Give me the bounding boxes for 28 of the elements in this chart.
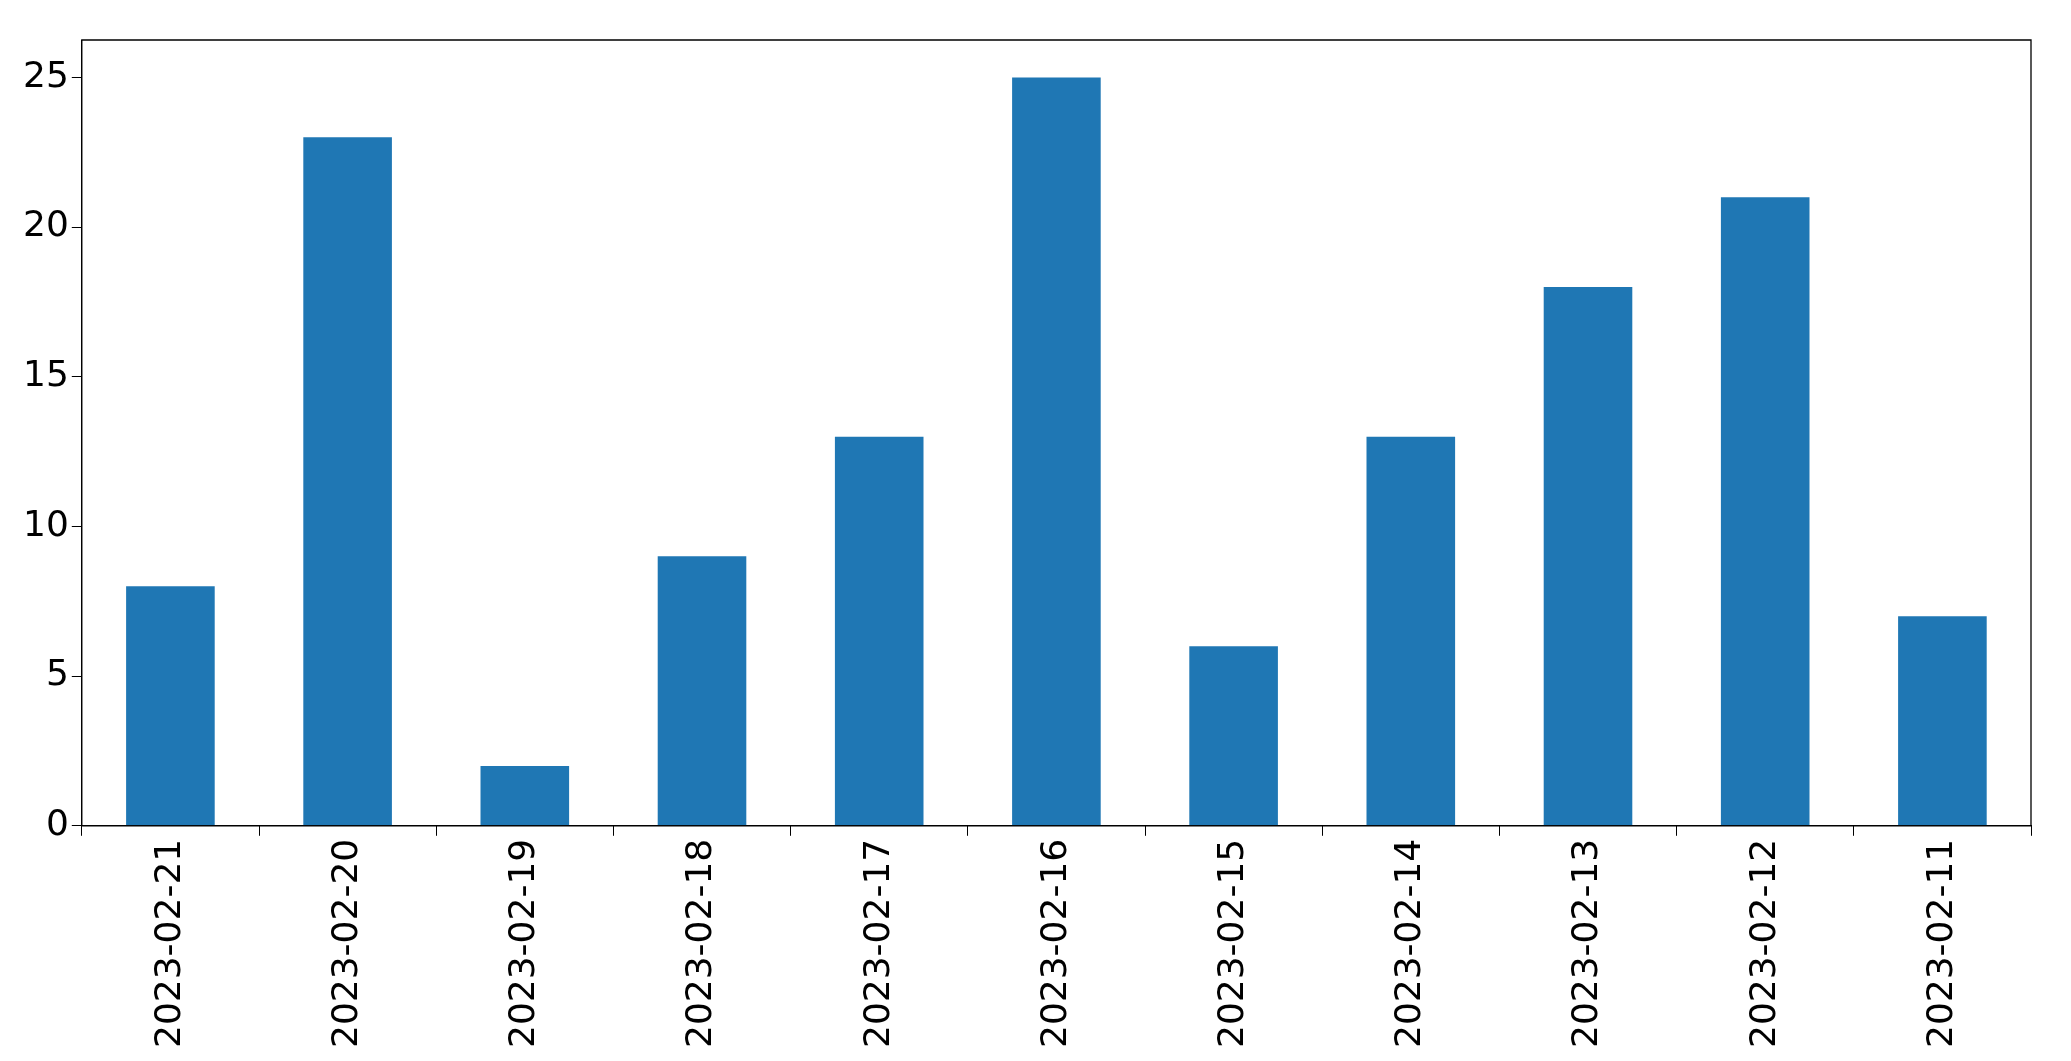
bar: [126, 586, 215, 826]
x-tick-label: 2023-02-11: [1918, 838, 1960, 1048]
bar: [480, 765, 570, 826]
bar: [657, 556, 747, 826]
x-tick-label: 2023-02-17: [855, 838, 897, 1048]
x-tick-label: 2023-02-21: [146, 838, 188, 1048]
x-tick-label: 2023-02-15: [1209, 838, 1251, 1048]
y-tick-label: 20: [23, 203, 69, 245]
x-tick-label: 2023-02-19: [501, 838, 543, 1048]
x-tick-label: 2023-02-14: [1387, 838, 1429, 1048]
bar: [1189, 646, 1278, 826]
x-tick-label: 2023-02-12: [1741, 838, 1783, 1048]
x-tick-label: 2023-02-13: [1564, 838, 1606, 1048]
bar: [1012, 77, 1101, 826]
y-tick-label: 0: [45, 802, 69, 844]
y-tick-label: 5: [45, 652, 69, 694]
bar: [1543, 286, 1633, 826]
x-tick-label: 2023-02-18: [678, 838, 720, 1048]
bar: [834, 436, 924, 826]
x-tick-label: 2023-02-16: [1032, 838, 1074, 1048]
bar: [1720, 197, 1810, 826]
y-tick-label: 15: [23, 353, 69, 395]
x-tick-label: 2023-02-20: [323, 838, 365, 1048]
bar: [1366, 436, 1456, 826]
y-tick-label: 10: [23, 502, 69, 544]
bar: [1898, 616, 1987, 826]
bar: [303, 137, 392, 826]
y-tick-label: 25: [23, 53, 69, 95]
